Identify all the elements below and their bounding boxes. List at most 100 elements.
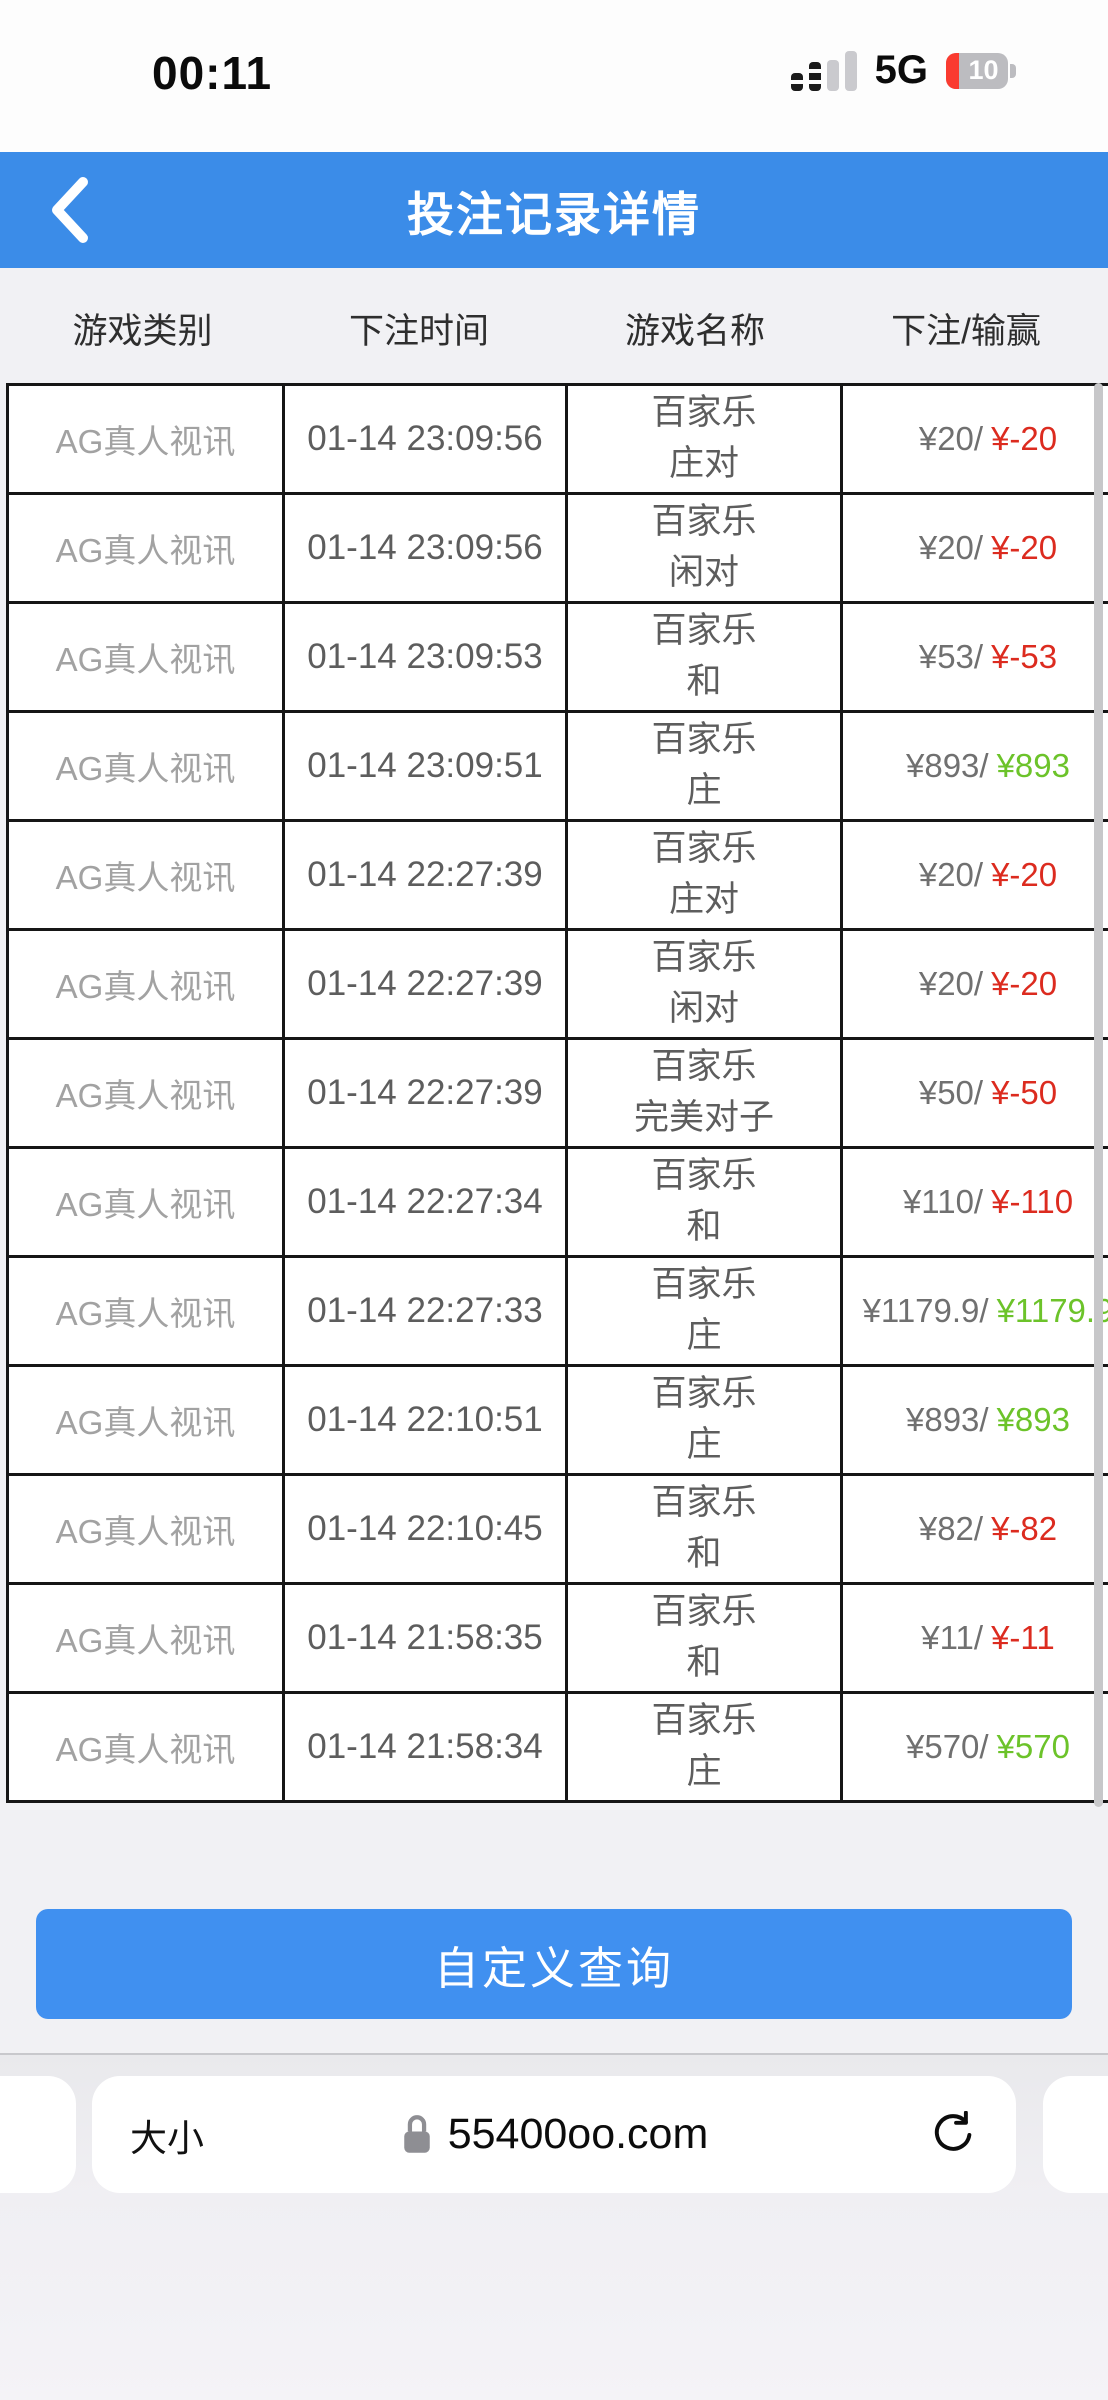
stake-value: ¥570/ — [905, 1728, 989, 1765]
bet-time-cell: 01-14 22:10:51 — [282, 1364, 568, 1476]
game-category-value: AG真人视讯 — [55, 423, 236, 460]
game-category-cell: AG真人视讯 — [6, 492, 285, 604]
bet-time-value: 01-14 22:27:34 — [307, 1182, 543, 1221]
table-row: AG真人视讯 01-14 22:27:39 百家乐 庄对 ¥20/¥-20 — [6, 819, 1108, 931]
bet-result-cell: ¥20/¥-20 — [840, 928, 1108, 1040]
bet-type-value: 庄 — [686, 771, 722, 810]
game-name-cell: 百家乐 庄 — [565, 1691, 843, 1803]
bet-type-value: 和 — [686, 1643, 722, 1682]
table-row: AG真人视讯 01-14 21:58:35 百家乐 和 ¥11/¥-11 — [6, 1582, 1108, 1694]
game-category-cell: AG真人视讯 — [6, 1582, 285, 1694]
game-name-value: 百家乐 — [651, 1156, 757, 1196]
bet-result-cell: ¥20/¥-20 — [840, 383, 1108, 495]
game-name-cell: 百家乐 庄 — [565, 1364, 843, 1476]
game-name-cell: 百家乐 和 — [565, 1473, 843, 1585]
game-category-value: AG真人视讯 — [55, 641, 236, 678]
stake-value: ¥1179.9/ — [862, 1292, 989, 1329]
game-category-cell: AG真人视讯 — [6, 710, 285, 822]
bet-time-value: 01-14 23:09:56 — [307, 419, 543, 458]
game-name-value: 百家乐 — [651, 938, 757, 978]
result-value: ¥-20 — [991, 965, 1058, 1002]
bet-type-value: 庄对 — [668, 444, 739, 483]
bet-type-value: 和 — [686, 1207, 722, 1246]
game-name-cell: 百家乐 庄 — [565, 710, 843, 822]
bet-time-cell: 01-14 22:27:39 — [282, 928, 568, 1040]
bet-time-cell: 01-14 21:58:34 — [282, 1691, 568, 1803]
stake-value: ¥20/ — [918, 965, 984, 1002]
stake-value: ¥11/ — [921, 1619, 984, 1656]
bet-time-value: 01-14 22:27:33 — [307, 1291, 543, 1330]
game-name-value: 百家乐 — [651, 1701, 757, 1741]
table-header-row: 游戏类别 下注时间 游戏名称 下注/输赢 — [6, 296, 1108, 360]
table-row: AG真人视讯 01-14 22:27:39 百家乐 闲对 ¥20/¥-20 — [6, 928, 1108, 1040]
result-value: ¥-82 — [991, 1510, 1058, 1547]
adjacent-tab-right[interactable] — [1043, 2076, 1108, 2193]
bet-result-cell: ¥893/¥893 — [840, 710, 1108, 822]
game-category-value: AG真人视讯 — [55, 1186, 236, 1223]
game-category-cell: AG真人视讯 — [6, 383, 285, 495]
result-value: ¥-11 — [991, 1619, 1055, 1656]
status-indicators: 5G 10 — [790, 48, 1016, 93]
status-time: 00:11 — [152, 47, 273, 99]
game-category-value: AG真人视讯 — [55, 968, 236, 1005]
table-row: AG真人视讯 01-14 23:09:56 百家乐 庄对 ¥20/¥-20 — [6, 383, 1108, 495]
bet-type-value: 闲对 — [668, 989, 739, 1028]
bet-time-value: 01-14 22:10:51 — [307, 1400, 543, 1439]
game-category-cell: AG真人视讯 — [6, 601, 285, 713]
game-name-cell: 百家乐 庄 — [565, 1255, 843, 1367]
bet-time-value: 01-14 23:09:53 — [307, 637, 543, 676]
result-value: ¥-50 — [991, 1074, 1058, 1111]
adjacent-tab-left[interactable] — [0, 2076, 76, 2193]
table-row: AG真人视讯 01-14 22:27:39 百家乐 完美对子 ¥50/¥-50 — [6, 1037, 1108, 1149]
back-button[interactable] — [30, 152, 110, 268]
bet-time-value: 01-14 22:27:39 — [307, 855, 543, 894]
table-row: AG真人视讯 01-14 23:09:53 百家乐 和 ¥53/¥-53 — [6, 601, 1108, 713]
stake-value: ¥110/ — [902, 1183, 984, 1220]
bet-result-cell: ¥20/¥-20 — [840, 819, 1108, 931]
bet-time-value: 01-14 21:58:35 — [307, 1618, 543, 1657]
stake-value: ¥893/ — [905, 1401, 989, 1438]
bet-time-cell: 01-14 22:27:39 — [282, 1037, 568, 1149]
game-category-value: AG真人视讯 — [55, 1622, 236, 1659]
result-value: ¥-110 — [991, 1183, 1074, 1220]
text-size-button[interactable]: 大小 — [92, 2076, 242, 2193]
game-category-value: AG真人视讯 — [55, 750, 236, 787]
game-name-cell: 百家乐 庄对 — [565, 383, 843, 495]
bet-type-value: 闲对 — [668, 553, 739, 592]
game-category-cell: AG真人视讯 — [6, 1364, 285, 1476]
lock-icon — [403, 2114, 430, 2153]
game-name-value: 百家乐 — [651, 502, 757, 542]
result-value: ¥-20 — [991, 856, 1058, 893]
bet-result-cell: ¥11/¥-11 — [840, 1582, 1108, 1694]
refresh-icon — [934, 2110, 972, 2151]
game-category-cell: AG真人视讯 — [6, 1473, 285, 1585]
address-bar[interactable]: 大小 55400oo.com — [92, 2076, 1016, 2193]
battery-percent: 10 — [968, 55, 999, 85]
bet-type-value: 庄 — [686, 1316, 722, 1355]
col-header-betwin: 下注/输赢 — [891, 311, 1041, 351]
result-value: ¥-20 — [991, 529, 1058, 566]
bet-time-value: 01-14 23:09:51 — [307, 746, 543, 785]
game-name-value: 百家乐 — [651, 829, 757, 869]
bet-result-cell: ¥82/¥-82 — [840, 1473, 1108, 1585]
refresh-button[interactable] — [918, 2076, 988, 2193]
bet-time-cell: 01-14 23:09:53 — [282, 601, 568, 713]
table-scrollbar[interactable] — [1094, 383, 1103, 1807]
game-name-value: 百家乐 — [651, 1374, 757, 1414]
result-value: ¥570 — [996, 1728, 1070, 1765]
bet-time-value: 01-14 22:10:45 — [307, 1509, 543, 1548]
result-value: ¥-53 — [991, 638, 1058, 675]
game-name-cell: 百家乐 和 — [565, 601, 843, 713]
status-bar: 00:11 5G 10 — [0, 0, 1108, 152]
custom-query-button[interactable]: 自定义查询 — [36, 1909, 1072, 2019]
game-category-cell: AG真人视讯 — [6, 1691, 285, 1803]
result-value: ¥1179.9 — [996, 1292, 1108, 1329]
bet-time-value: 01-14 22:27:39 — [307, 1073, 543, 1112]
table-row: AG真人视讯 01-14 21:58:34 百家乐 庄 ¥570/¥570 — [6, 1691, 1108, 1803]
table-row: AG真人视讯 01-14 22:27:33 百家乐 庄 ¥1179.9/¥117… — [6, 1255, 1108, 1367]
bet-records-table: AG真人视讯 01-14 23:09:56 百家乐 庄对 ¥20/¥-20 AG… — [6, 383, 1108, 1807]
game-name-value: 百家乐 — [651, 1047, 757, 1087]
table-row: AG真人视讯 01-14 23:09:51 百家乐 庄 ¥893/¥893 — [6, 710, 1108, 822]
bet-type-value: 完美对子 — [633, 1098, 774, 1137]
game-category-cell: AG真人视讯 — [6, 1146, 285, 1258]
